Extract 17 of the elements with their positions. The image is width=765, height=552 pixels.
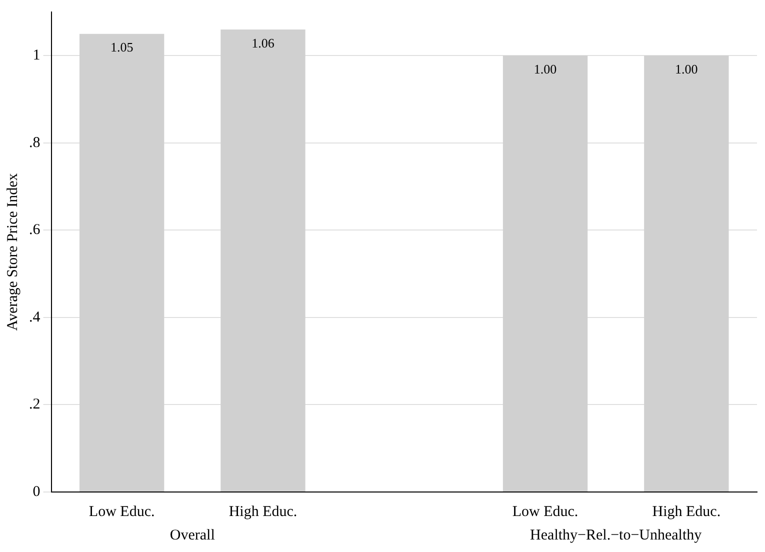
text: Overall [170, 527, 215, 544]
data-label: 1.05 [110, 40, 134, 55]
data-label: 1.00 [534, 62, 557, 77]
y-tick-label: 1 [32, 48, 40, 64]
y-tick-label: .6 [29, 222, 41, 238]
x-tick-label: Low Educ. [512, 504, 578, 520]
y-tick-label: 0 [32, 484, 40, 500]
data-label: 1.06 [252, 35, 275, 50]
x-tick-label: High Educ. [228, 504, 298, 520]
data-label: 1.00 [675, 62, 698, 77]
y-tick-label: .4 [29, 309, 41, 326]
y-tick-label: .8 [29, 134, 40, 151]
x-tick-label: High Educ. [652, 504, 721, 520]
y-tick-label: .2 [29, 396, 40, 413]
x-tick-label: Low Educ. [88, 504, 155, 520]
text: Healthy−Rel.−to−Unhealthy [530, 527, 702, 544]
y-axis-title: Average Store Price Index [4, 172, 21, 331]
